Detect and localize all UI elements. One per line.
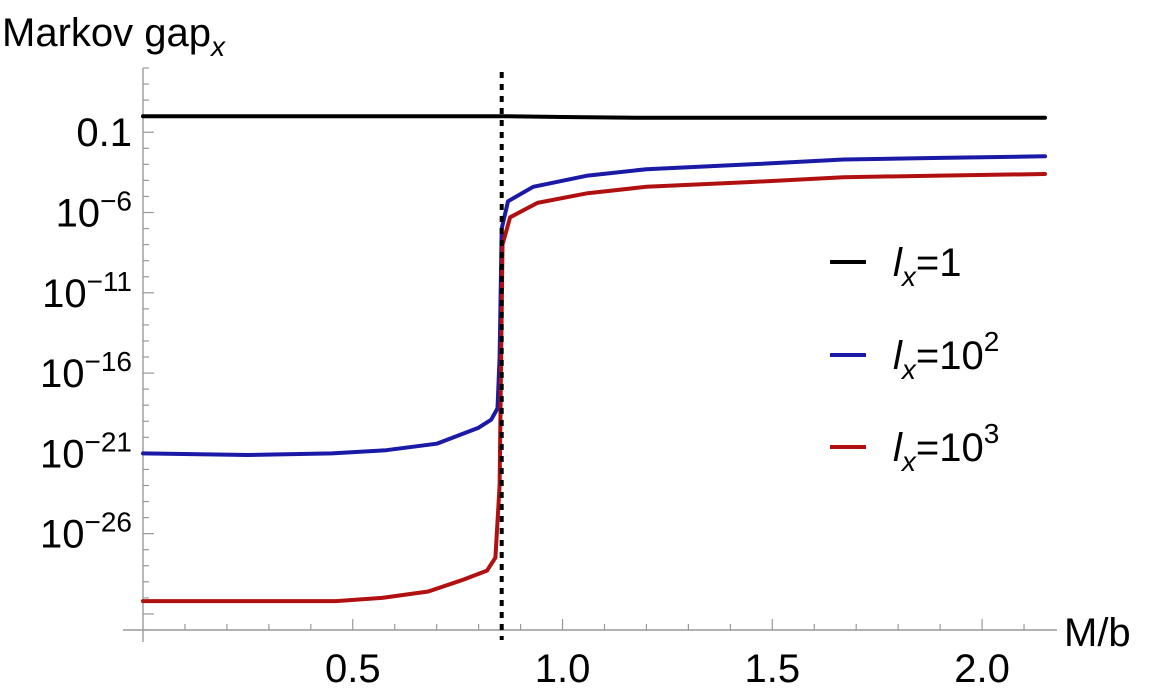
y-tick-exponent: −6 bbox=[100, 186, 132, 217]
legend-item: lx=102 bbox=[830, 326, 999, 385]
x-tick-label: 2.0 bbox=[954, 647, 1010, 691]
y-tick-mantissa: 10 bbox=[42, 272, 87, 316]
series-line-1 bbox=[141, 154, 1047, 457]
x-axis-title: M/b bbox=[1064, 611, 1131, 655]
y-tick-exponent: −16 bbox=[85, 346, 133, 377]
series-line-2 bbox=[141, 172, 1047, 604]
y-tick-mantissa: 10 bbox=[40, 513, 85, 557]
y-tick-label: 10−21 bbox=[40, 426, 132, 476]
legend-item: lx=1 bbox=[830, 241, 962, 292]
y-axis-title-main: Markov gap bbox=[2, 11, 211, 55]
legend: lx=1 lx=102 lx=103 bbox=[830, 241, 999, 477]
y-tick-mantissa: 10 bbox=[40, 352, 85, 396]
y-tick-mantissa: 10 bbox=[40, 432, 85, 476]
y-tick-exponent: −11 bbox=[87, 266, 132, 297]
x-tick-label: 1.0 bbox=[535, 647, 591, 691]
y-tick-label: 0.1 bbox=[76, 111, 132, 155]
x-tick-label: 1.5 bbox=[744, 647, 800, 691]
x-tick-label: 0.5 bbox=[325, 647, 381, 691]
y-tick-exponent: −26 bbox=[85, 507, 133, 538]
y-tick-label: 10−16 bbox=[40, 346, 132, 396]
legend-label: lx=103 bbox=[893, 418, 999, 477]
y-tick-mantissa: 10 bbox=[56, 192, 101, 236]
y-axis-title: Markov gapx bbox=[2, 11, 226, 62]
y-axis-title-subscript: x bbox=[209, 31, 226, 62]
y-tick-mantissa: 0.1 bbox=[76, 111, 132, 155]
y-tick-label: 10−6 bbox=[56, 186, 132, 236]
y-tick-exponent: −21 bbox=[85, 426, 133, 457]
legend-label: lx=102 bbox=[893, 326, 999, 385]
x-axis-ticks: 0.5 1.0 1.5 2.0 bbox=[184, 619, 1025, 691]
y-tick-label: 10−11 bbox=[42, 266, 132, 316]
legend-item: lx=103 bbox=[830, 418, 999, 477]
legend-label: lx=1 bbox=[893, 241, 962, 292]
plot-frame bbox=[123, 68, 1057, 642]
series-line-0 bbox=[141, 114, 1047, 120]
y-tick-label: 10−26 bbox=[40, 507, 132, 557]
